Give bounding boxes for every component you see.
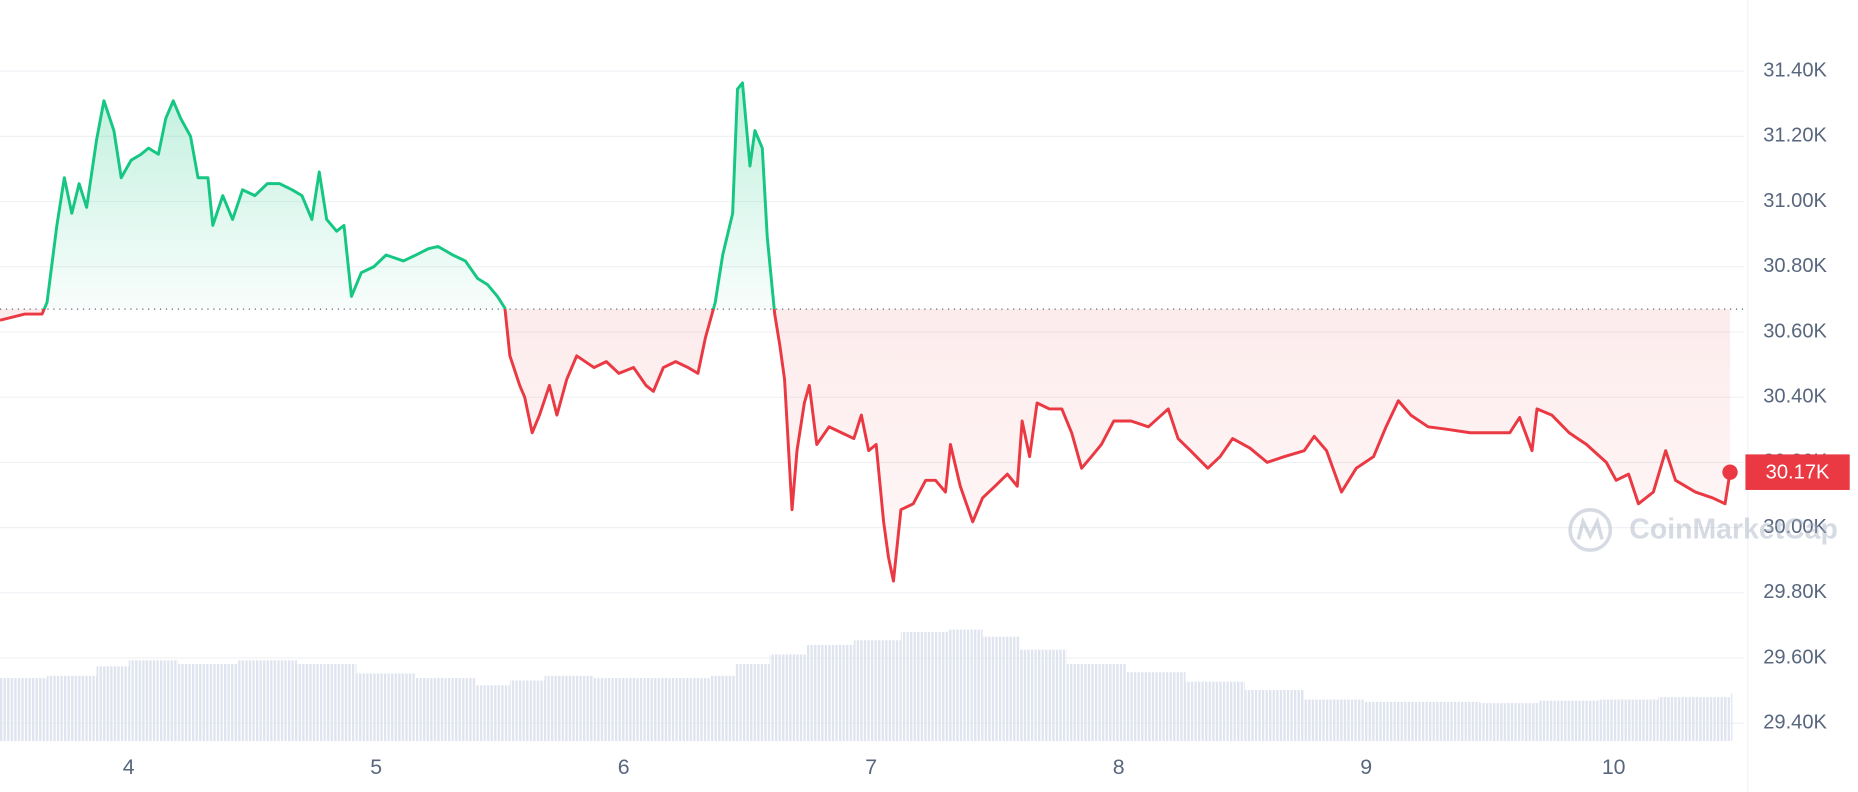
volume-bar: [544, 675, 595, 742]
volume-bar: [1480, 703, 1540, 742]
volume-bar: [947, 629, 983, 742]
y-tick-label: 31.20K: [1763, 125, 1827, 147]
volume-bar: [1730, 693, 1733, 742]
y-tick-label: 30.40K: [1763, 385, 1827, 407]
volume-bar: [178, 663, 238, 742]
volume-bar: [735, 663, 770, 742]
volume-bar: [1185, 681, 1245, 742]
volume-bar: [1304, 699, 1364, 742]
current-price-label: 30.17K: [1766, 462, 1830, 484]
volume-bar: [710, 675, 736, 742]
y-tick-label: 31.40K: [1763, 59, 1827, 81]
volume-bar: [1420, 701, 1481, 742]
x-tick-label: 4: [123, 755, 135, 779]
volume-bar: [650, 678, 711, 742]
volume-bar: [297, 663, 357, 742]
volume-bar: [806, 644, 854, 742]
y-tick-label: 31.00K: [1763, 190, 1827, 212]
x-tick-label: 6: [618, 755, 630, 779]
price-line: [0, 81, 1732, 583]
volume-bar: [1539, 700, 1599, 742]
volume-bar: [128, 660, 179, 742]
volume-bar: [769, 654, 807, 742]
watermark-text: CoinMarketCap: [1629, 514, 1838, 546]
volume-bar: [0, 678, 48, 742]
y-tick-label: 29.80K: [1763, 581, 1827, 603]
x-tick-label: 7: [865, 755, 877, 779]
y-tick-label: 30.00K: [1763, 516, 1827, 538]
volume-bar: [509, 680, 545, 742]
volume-bar: [982, 636, 1020, 742]
x-tick-label: 5: [370, 755, 382, 779]
y-tick-label: 30.80K: [1763, 255, 1827, 277]
volume-bar: [1066, 663, 1127, 742]
volume-bar: [900, 631, 948, 742]
volume-bar: [1244, 690, 1305, 742]
y-tick-label: 30.60K: [1763, 320, 1827, 342]
current-price-dot: [1722, 464, 1738, 480]
volume-bar: [237, 660, 298, 742]
volume-bar: [415, 678, 476, 742]
volume-bar: [1126, 672, 1186, 742]
volume-bar: [96, 666, 129, 742]
y-tick-label: 29.40K: [1763, 712, 1827, 734]
volume-bar: [594, 678, 651, 742]
volume-bar: [1363, 701, 1421, 742]
volume-bar: [1019, 649, 1067, 742]
volume-bar: [475, 685, 510, 742]
x-tick-label: 8: [1113, 755, 1125, 779]
volume-bar: [47, 675, 97, 742]
volume-bar: [356, 673, 416, 742]
x-tick-label: 10: [1602, 755, 1626, 779]
price-area: [0, 82, 1731, 582]
watermark: CoinMarketCap: [1568, 508, 1838, 552]
volume-bar: [1658, 697, 1731, 742]
y-tick-label: 29.60K: [1763, 646, 1827, 668]
watermark-logo-mark: [1576, 516, 1604, 540]
volume-bar: [1598, 699, 1659, 742]
current-price-tag: [1745, 454, 1850, 490]
volume-bar: [853, 640, 901, 742]
x-tick-label: 9: [1360, 755, 1372, 779]
watermark-logo: [1568, 508, 1613, 552]
